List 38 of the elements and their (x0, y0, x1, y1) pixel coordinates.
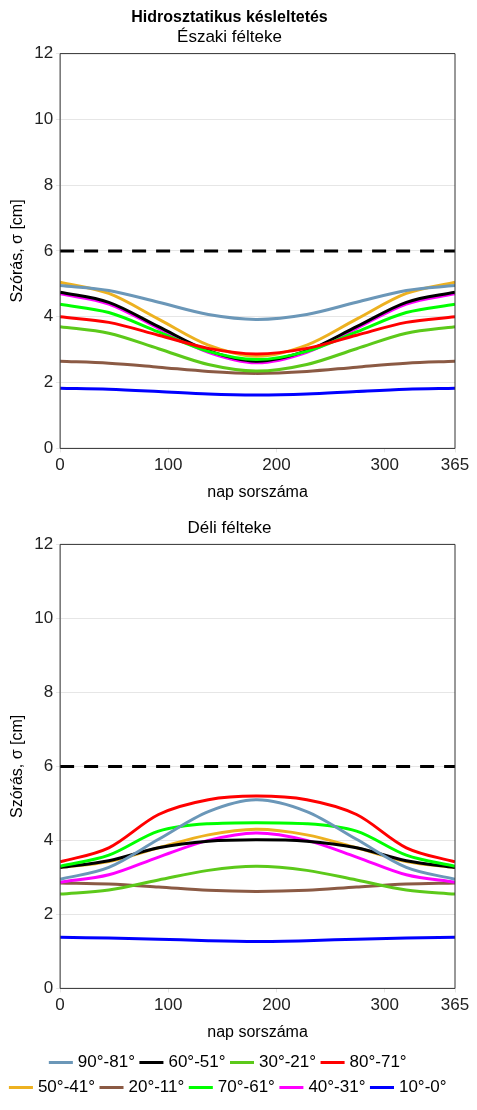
x-tick-label: 100 (154, 995, 183, 1015)
y-tick-label: 10 (34, 109, 54, 129)
x-tick-label: 300 (370, 455, 399, 475)
legend-label: 20°-11° (128, 1077, 185, 1097)
x-tick-label: 365 (440, 455, 470, 475)
y-tick-label: 4 (43, 830, 54, 850)
y-tick-label: 4 (43, 306, 54, 326)
y-tick-label: 0 (43, 438, 54, 458)
chart-title: Hidrosztatikus késleltetés (131, 8, 328, 26)
x-tick-label: 365 (440, 995, 470, 1015)
legend-label: 40°-31° (308, 1077, 366, 1097)
legend-label: 70°-61° (217, 1077, 275, 1097)
y-tick-label: 0 (43, 978, 54, 998)
y-tick-label: 8 (43, 682, 54, 702)
legend-label: 60°-51° (168, 1052, 226, 1072)
x-tick-label: 200 (262, 455, 291, 475)
x-tick-label: 100 (154, 455, 183, 475)
x-axis-title: nap sorszáma (207, 1022, 308, 1040)
y-axis-title: Szórás, σ [cm] (8, 199, 26, 303)
legend-label: 50°-41° (37, 1077, 95, 1097)
legend-label: 10°-0° (398, 1077, 447, 1097)
y-tick-label: 10 (34, 608, 54, 628)
y-tick-label: 12 (34, 534, 54, 554)
y-axis-title: Szórás, σ [cm] (8, 714, 26, 819)
x-tick-label: 300 (370, 995, 399, 1015)
chart-subtitle: Északi félteke (177, 27, 282, 47)
y-tick-label: 2 (43, 904, 54, 924)
x-axis-title: nap sorszáma (207, 482, 308, 500)
legend-label: 90°-81° (77, 1052, 135, 1072)
chart-title: Déli félteke (187, 517, 272, 537)
x-tick-label: 200 (262, 995, 291, 1015)
y-tick-label: 6 (43, 240, 54, 260)
y-tick-label: 8 (43, 174, 54, 194)
y-tick-label: 6 (43, 756, 54, 776)
legend-label: 30°-21° (259, 1052, 317, 1072)
legend-label: 80°-71° (349, 1052, 407, 1072)
y-tick-label: 2 (43, 372, 54, 392)
y-tick-label: 12 (34, 43, 54, 63)
